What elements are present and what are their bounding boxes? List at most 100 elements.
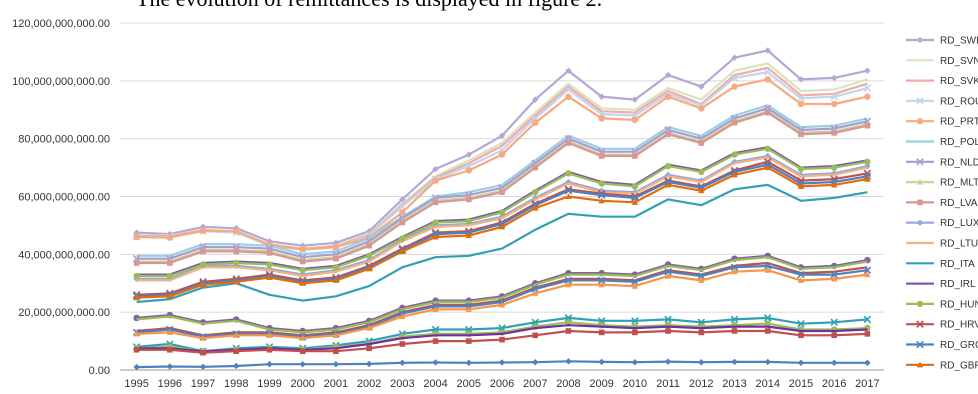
legend-item-rd_lux: RD_LUX: [906, 218, 978, 229]
data-point: [797, 100, 805, 108]
data-point: [199, 227, 207, 234]
legend-item-rd_prt: RD_PRT: [906, 117, 978, 128]
data-point: [664, 162, 672, 170]
data-point: [564, 186, 573, 195]
data-point: [299, 361, 306, 368]
legend-item-rd_svk: RD_SVK: [906, 76, 978, 87]
data-point: [916, 361, 924, 368]
series-rd_gbr: [133, 164, 871, 301]
data-point: [565, 67, 572, 74]
data-point: [299, 258, 306, 265]
data-point: [664, 358, 672, 365]
series-unlabeled-25: [133, 328, 871, 356]
data-point: [233, 362, 240, 370]
legend-label: RD_GRC: [940, 340, 978, 351]
data-point: [564, 85, 573, 94]
data-point: [598, 197, 605, 204]
data-point: [233, 259, 240, 267]
data-point: [399, 313, 406, 320]
data-point: [830, 92, 838, 101]
series-rd_nld: [132, 104, 872, 263]
data-point: [764, 358, 771, 366]
data-point: [764, 320, 771, 327]
data-point: [665, 131, 671, 138]
data-point: [797, 94, 805, 102]
data-point: [698, 187, 705, 194]
data-point: [797, 270, 805, 279]
data-point: [797, 165, 805, 173]
series-line: [136, 324, 868, 353]
data-point: [763, 68, 772, 76]
legend-item-rd_irl: RD_IRL: [906, 279, 976, 290]
data-point: [465, 217, 472, 225]
y-tick-label: 100,000,000,000.00: [12, 76, 110, 88]
x-tick-label: 2014: [755, 378, 779, 390]
data-point: [598, 115, 605, 122]
data-point: [763, 262, 772, 270]
data-point: [366, 242, 372, 249]
data-point: [399, 235, 406, 242]
data-point: [166, 234, 174, 241]
data-point: [830, 359, 838, 366]
data-point: [631, 317, 639, 325]
data-point: [299, 348, 306, 355]
data-point: [764, 328, 771, 334]
data-point: [916, 158, 924, 166]
legend-item-rd_rou: RD_ROU: [906, 96, 978, 107]
data-point: [266, 332, 273, 338]
data-point: [698, 329, 705, 336]
data-point: [465, 306, 472, 312]
x-tick-label: 2005: [457, 378, 481, 390]
legend-label: RD_ROU: [940, 96, 978, 107]
legend-label: RD_SWE: [940, 36, 978, 47]
data-point: [432, 177, 439, 184]
data-point: [764, 145, 771, 152]
data-point: [798, 131, 804, 138]
series-line: [136, 104, 868, 257]
data-point: [432, 359, 439, 366]
data-point: [133, 330, 140, 337]
data-point: [916, 36, 924, 44]
data-point: [499, 189, 505, 195]
data-point: [199, 261, 207, 268]
data-point: [565, 193, 572, 200]
legend-item-rd_grc: RD_GRC: [906, 340, 978, 351]
legend-label: RD_HUN: [940, 299, 978, 310]
data-point: [498, 132, 506, 139]
data-point: [199, 334, 207, 341]
legend-item-rd_svn: RD_SVN: [906, 56, 978, 67]
series-unlabeled-24: [136, 324, 868, 353]
data-point: [664, 272, 672, 279]
data-point: [133, 346, 140, 353]
data-point: [764, 267, 771, 273]
data-point: [764, 76, 771, 83]
series-unlabeled-26: [133, 358, 871, 371]
data-point: [665, 328, 671, 334]
data-point: [916, 340, 924, 349]
legend-item-rd_hrv: RD_HRV: [906, 320, 978, 331]
data-point: [598, 358, 605, 366]
x-tick-label: 2007: [523, 378, 547, 390]
legend-label: RD_LTU: [940, 239, 978, 250]
data-point: [731, 54, 738, 61]
legend-item-rd_lva: RD_LVA: [906, 198, 978, 209]
data-point: [465, 338, 472, 344]
data-point: [565, 93, 572, 100]
data-point: [332, 243, 340, 251]
data-point: [332, 264, 340, 271]
data-point: [465, 151, 472, 158]
data-point: [830, 100, 838, 108]
data-point: [631, 199, 639, 205]
x-tick-label: 2002: [357, 378, 381, 390]
data-point: [565, 358, 572, 365]
data-point: [763, 314, 772, 322]
data-point: [166, 329, 174, 335]
data-point: [200, 248, 206, 255]
data-point: [399, 219, 406, 226]
data-point: [233, 332, 240, 338]
data-point: [266, 361, 273, 368]
data-point: [233, 228, 240, 235]
y-tick-label: 60,000,000,000.00: [18, 192, 110, 204]
legend-label: RD_PRT: [940, 117, 978, 128]
data-point: [532, 119, 539, 126]
